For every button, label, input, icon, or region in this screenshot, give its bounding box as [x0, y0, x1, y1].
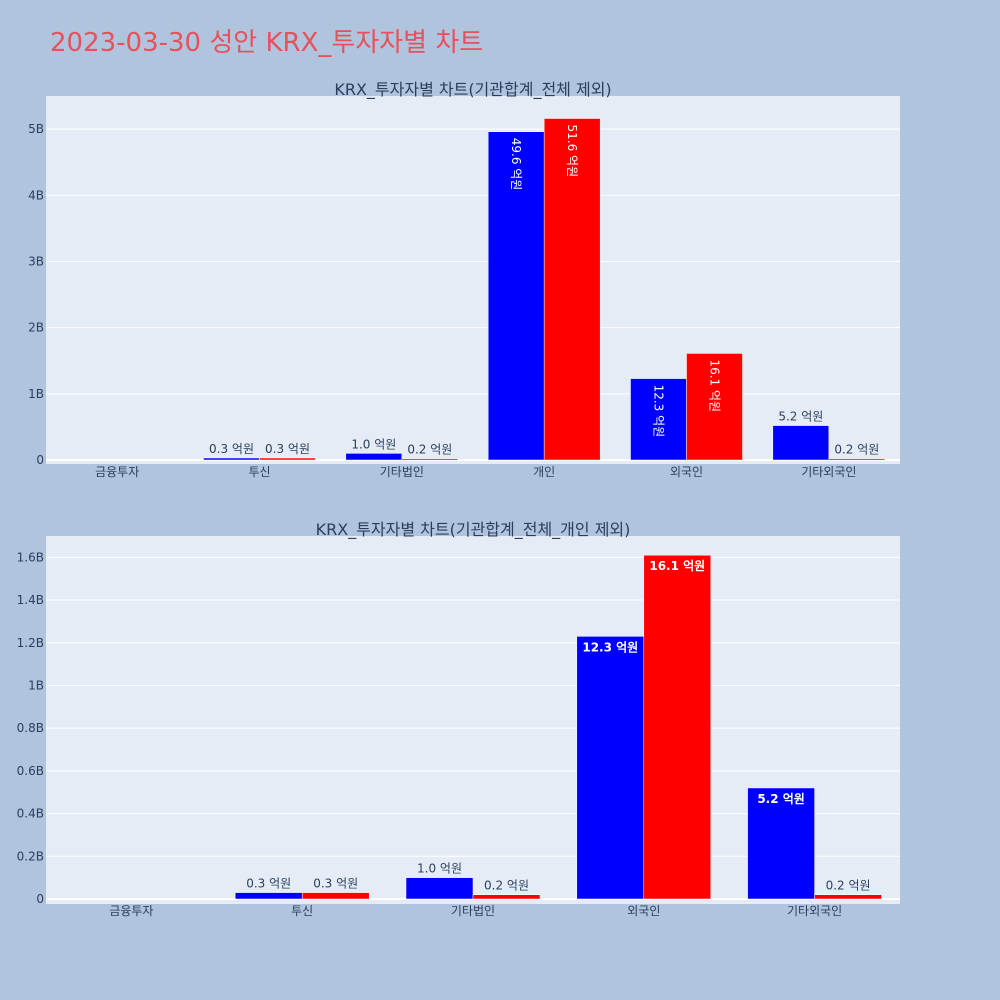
- chart-top-y-tick: 3B: [28, 254, 44, 268]
- chart-bottom-x-tick: 외국인: [627, 904, 660, 918]
- chart-bottom-x-tick: 기타법인: [451, 904, 495, 918]
- chart-bottom-y-tick: 1.4B: [17, 593, 44, 607]
- chart-bottom-y-tick: 1B: [28, 678, 44, 692]
- chart-top-plot-area: [46, 96, 900, 464]
- chart-bottom-y-tick: 0.4B: [17, 807, 44, 821]
- chart-top-data-label: 12.3 억원: [652, 385, 666, 438]
- chart-top-data-label: 1.0 억원: [351, 437, 396, 451]
- chart-top-bar-blue: [203, 457, 260, 461]
- chart-bottom-bar-blue: [576, 636, 645, 900]
- chart-top-x-tick: 투신: [248, 465, 270, 479]
- chart-bottom-data-label: 16.1 억원: [649, 559, 705, 573]
- chart-top-data-label: 51.6 억원: [565, 125, 579, 178]
- chart-bottom-data-label: 5.2 억원: [757, 792, 805, 806]
- chart-top-x-tick: 기타외국인: [801, 465, 856, 479]
- chart-bottom-bar-red: [472, 894, 541, 900]
- chart-bottom-bar-blue: [405, 877, 474, 900]
- chart-top-title: KRX_투자자별 차트(기관합계_전체 제외): [334, 80, 611, 100]
- chart-bottom-data-label: 0.2 억원: [826, 879, 871, 893]
- chart-top-data-label: 49.6 억원: [509, 138, 523, 191]
- chart-top-y-tick: 1B: [28, 387, 44, 401]
- chart-bottom-data-label: 0.3 억원: [246, 877, 291, 891]
- chart-bottom-x-tick: 금융투자: [109, 904, 153, 918]
- chart-top-bar-red: [401, 458, 459, 461]
- chart-top-bar-red: [686, 353, 743, 461]
- chart-top-x-tick: 금융투자: [95, 465, 139, 479]
- chart-bottom-y-tick: 1.6B: [17, 550, 44, 564]
- chart-top-y-tick: 0: [36, 453, 44, 467]
- chart-bottom-title: KRX_투자자별 차트(기관합계_전체_개인 제외): [316, 520, 631, 540]
- chart-bottom-y-tick: 0.2B: [17, 849, 44, 863]
- chart-bottom: 0 0.2B 0.4B 0.6B 0.8B 1B 1.2B 1.4B 1.6B 금융투자 투신0.3…: [17, 520, 900, 918]
- chart-top-x-tick: 외국인: [670, 465, 703, 479]
- chart-bottom-data-label: 1.0 억원: [417, 862, 462, 876]
- chart-top-bar-blue: [772, 425, 830, 461]
- chart-bottom-y-tick: 1.2B: [17, 636, 44, 650]
- chart-top-y-tick: 4B: [28, 188, 44, 202]
- chart-bottom-x-tick: 투신: [291, 904, 313, 918]
- chart-bottom-y-tick: 0: [36, 892, 44, 906]
- chart-top-x-tick: 기타법인: [380, 465, 424, 479]
- chart-bottom-bar-blue: [234, 892, 303, 900]
- chart-top-data-label: 5.2 억원: [778, 410, 823, 424]
- page-title: 2023-03-30 성안 KRX_투자자별 차트: [50, 28, 484, 58]
- chart-bottom-bar-red: [814, 894, 882, 900]
- chart-top-bar-red: [259, 457, 316, 461]
- chart-top-y-tick: 2B: [28, 321, 44, 335]
- chart-top-data-label: 16.1 억원: [708, 359, 722, 412]
- chart-top-data-label: 0.3 억원: [209, 442, 254, 456]
- chart-top-bar-red: [543, 118, 601, 461]
- chart-top-data-label: 0.3 억원: [265, 442, 310, 456]
- chart-bottom-data-label: 0.2 억원: [484, 879, 529, 893]
- chart-bottom-y-tick: 0.8B: [17, 721, 44, 735]
- chart-top-data-label: 0.2 억원: [834, 443, 879, 457]
- chart-top-bar-red: [828, 458, 886, 461]
- chart-bottom-bar-blue: [747, 787, 815, 900]
- chart-bottom-data-label: 12.3 억원: [582, 640, 638, 654]
- chart-bottom-y-tick: 0.6B: [17, 764, 44, 778]
- chart-bottom-bar-red: [643, 554, 712, 900]
- chart-top-data-label: 0.2 억원: [407, 443, 452, 457]
- chart-top-y-tick: 5B: [28, 122, 44, 136]
- chart-top-bar-blue: [630, 378, 687, 461]
- chart-bottom-x-tick: 기타외국인: [787, 904, 842, 918]
- chart-top-bar-blue: [345, 453, 403, 461]
- chart-top-x-tick: 개인: [533, 465, 555, 479]
- chart-bottom-data-label: 0.3 억원: [313, 877, 358, 891]
- chart-bottom-bar-red: [301, 892, 370, 900]
